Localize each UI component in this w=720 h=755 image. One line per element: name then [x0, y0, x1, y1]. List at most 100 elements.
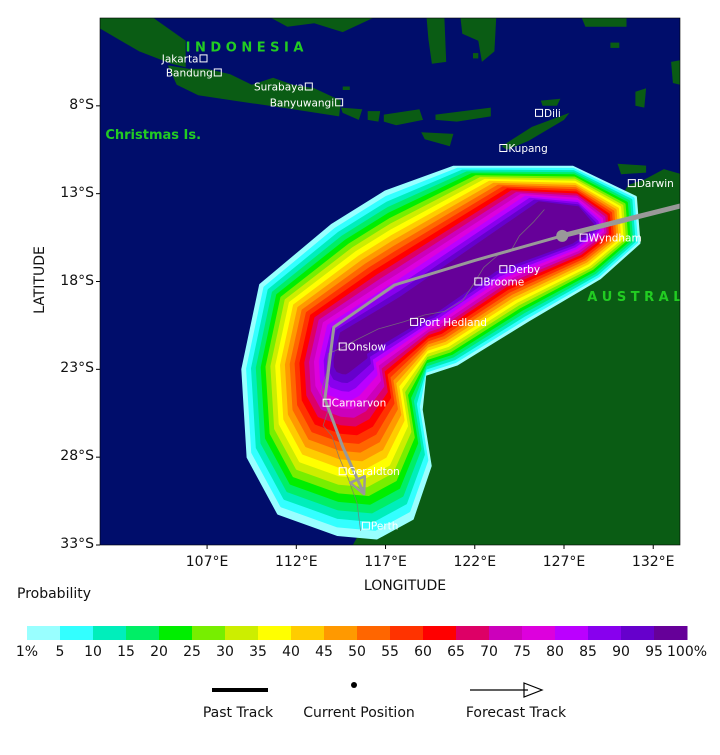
current-position-dot [556, 229, 569, 242]
place-marker-jakarta [199, 54, 208, 63]
colorbar-label-20: 95 [645, 644, 663, 660]
place-label-perth: Perth [371, 521, 399, 533]
colorbar-swatch-14 [456, 626, 490, 640]
colorbar-label-4: 15 [117, 644, 135, 660]
y-tick-label-4: 23°S [60, 360, 94, 377]
place-label-banyuwangi: Banyuwangi [270, 97, 334, 109]
place-markers: Jakarta Bandung Surabaya Banyuwangi Dili Kupa… [161, 53, 674, 532]
place-label-kupang: Kupang [508, 143, 547, 155]
colorbar-swatch-9 [291, 626, 325, 640]
x-tick-label-1: 107°E [185, 554, 229, 570]
x-tick-label-5: 127°E [542, 554, 586, 570]
colorbar-label-16: 75 [513, 644, 531, 660]
place-marker-port-hedland [410, 317, 419, 326]
x-tick-label-6: 132°E [631, 554, 675, 570]
place-marker-broome [474, 277, 483, 286]
y-tick-label-5: 28°S [60, 448, 94, 465]
colorbar-swatch-4 [126, 626, 160, 640]
place-marker-carnarvon [322, 398, 331, 407]
place-label-dili: Dili [544, 108, 561, 120]
legend-current-position-label: Current Position [303, 705, 415, 721]
colorbar-label-1: 1% [15, 644, 39, 660]
forecast-track-line [323, 234, 563, 495]
sulawesi-south [426, 18, 447, 64]
x-tick-label-3: 117°E [364, 554, 407, 570]
colorbar-swatch-15 [489, 626, 523, 640]
place-label-onslow: Onslow [348, 341, 387, 353]
legend-current-position-dot [351, 682, 357, 688]
x-axis-label: LONGITUDE [363, 578, 447, 594]
y-tick-label-1: 8°S [69, 96, 94, 113]
colorbar-swatch-16 [522, 626, 556, 640]
colorbar-swatch-1 [27, 626, 61, 640]
sumatra-tip [100, 18, 186, 68]
place-label-wyndham: Wyndham [589, 233, 642, 245]
aru-island [671, 60, 680, 85]
colorbar-swatch-18 [588, 626, 622, 640]
colorbar-label-2: 5 [55, 644, 65, 660]
place-label-bandung: Bandung [166, 67, 213, 79]
colorbar-label-3: 10 [84, 644, 102, 660]
map-axes [96, 17, 681, 549]
colorbar-swatch-12 [390, 626, 424, 640]
colorbar-label-17: 80 [546, 644, 564, 660]
seram-edge [581, 18, 627, 27]
small-island-1 [342, 86, 350, 90]
place-label-jakarta: Jakarta [161, 53, 199, 65]
colorbar-label-14: 65 [447, 644, 465, 660]
colorbar [27, 626, 688, 640]
y-tick-label-2: 13°S [60, 184, 94, 201]
place-label-broome: Broome [483, 277, 524, 289]
colorbar-swatch-10 [324, 626, 358, 640]
wetar-island [540, 98, 561, 106]
x-tick-label-4: 122°E [453, 554, 497, 570]
place-label-darwin: Darwin [637, 178, 674, 190]
bali-island [340, 107, 363, 120]
legend [212, 682, 544, 698]
region-label-2: Christmas Is. [105, 128, 201, 143]
place-label-carnarvon: Carnarvon [332, 398, 387, 410]
place-marker-darwin [627, 179, 636, 188]
probability-swath [241, 165, 641, 540]
colorbar-swatch-5 [159, 626, 193, 640]
place-marker-surabaya [304, 82, 313, 91]
place-marker-bandung [213, 68, 222, 77]
sumba-island [421, 132, 454, 147]
x-tick-label-2: 112°E [275, 554, 318, 570]
place-marker-dili [535, 108, 544, 117]
colorbar-label-18: 85 [579, 644, 597, 660]
small-island-2 [473, 53, 479, 59]
timor-island [501, 112, 570, 150]
colorbar-label-9: 40 [282, 644, 300, 660]
forecast-arrow-icon [348, 474, 367, 496]
melville-island [617, 163, 647, 175]
place-marker-perth [361, 521, 370, 530]
colorbar-swatch-3 [93, 626, 127, 640]
lombok-island [367, 111, 381, 122]
place-label-derby: Derby [508, 264, 540, 276]
legend-forecast-arrow-icon [523, 682, 544, 698]
place-marker-derby [499, 265, 508, 274]
region-label-1: I N D O N E S I A [186, 40, 304, 55]
colorbar-label-13: 60 [414, 644, 432, 660]
place-label-geraldton: Geraldton [348, 466, 400, 478]
colorbar-label-21: 100% [667, 644, 708, 660]
colorbar-title: Probability [17, 586, 92, 602]
colorbar-swatch-7 [225, 626, 259, 640]
kalimantan-coast [162, 18, 373, 33]
colorbar-swatch-11 [357, 626, 391, 640]
place-marker-onslow [338, 342, 347, 351]
colorbar-label-15: 70 [480, 644, 498, 660]
colorbar-swatch-17 [555, 626, 589, 640]
colorbar-label-8: 35 [249, 644, 267, 660]
place-label-surabaya: Surabaya [254, 82, 304, 94]
colorbar-label-6: 25 [183, 644, 201, 660]
place-marker-geraldton [338, 467, 347, 476]
colorbar-swatch-13 [423, 626, 457, 640]
y-tick-label-6: 33°S [60, 536, 94, 552]
colorbar-label-12: 55 [381, 644, 399, 660]
colorbar-swatch-2 [60, 626, 94, 640]
sumbawa-island [383, 109, 423, 126]
colorbar-swatch-19 [621, 626, 655, 640]
